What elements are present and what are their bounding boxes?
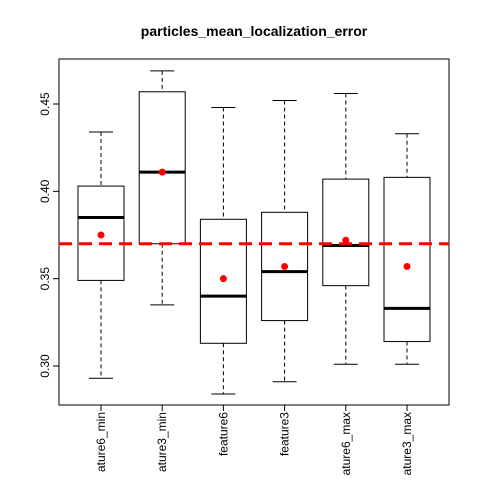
x-tick-label: ature6_min <box>94 412 108 472</box>
box <box>77 185 125 281</box>
mean-point <box>342 236 350 244</box>
x-tick-label: feature6 <box>216 412 230 456</box>
mean-point <box>281 262 289 270</box>
box <box>383 176 431 343</box>
box <box>138 91 186 245</box>
mean-point <box>403 262 411 270</box>
x-tick-label: feature3 <box>278 412 292 456</box>
plot-area <box>58 58 450 406</box>
y-tick-label: 0.45 <box>38 92 52 116</box>
box <box>322 178 370 287</box>
box <box>199 218 247 344</box>
mean-point <box>219 275 227 283</box>
mean-point <box>158 168 166 176</box>
y-tick-label: 0.35 <box>38 267 52 291</box>
mean-point <box>97 231 105 239</box>
x-tick-label: ature3_max <box>400 412 414 475</box>
x-tick-label: ature6_max <box>339 412 353 475</box>
x-tick-label: ature3_min <box>155 412 169 472</box>
y-tick-label: 0.30 <box>38 354 52 378</box>
y-tick-label: 0.40 <box>38 179 52 203</box>
box <box>261 211 309 322</box>
chart-title: particles_mean_localization_error <box>141 23 368 39</box>
